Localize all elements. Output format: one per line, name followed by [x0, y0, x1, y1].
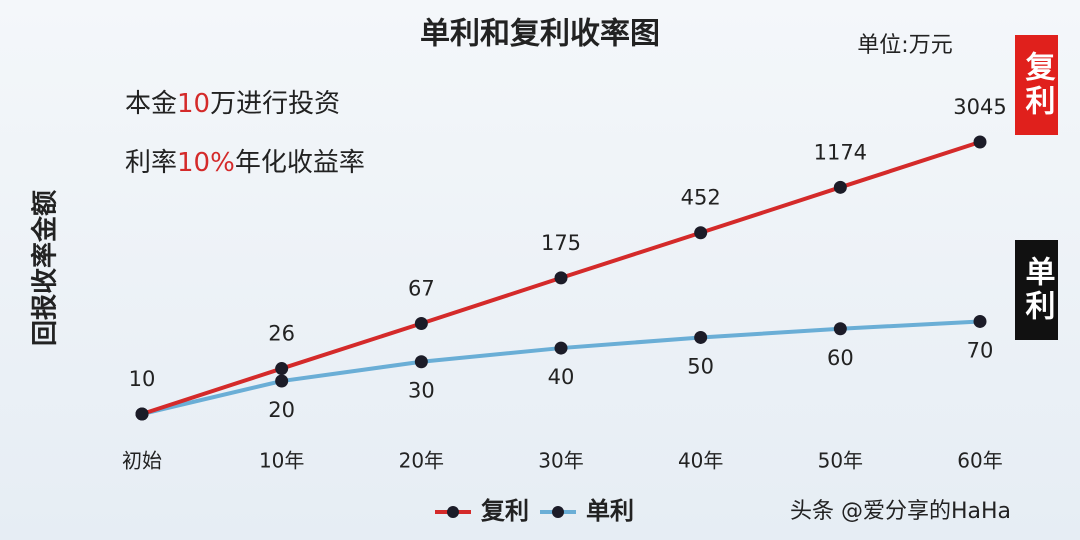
note-part: 10% [177, 148, 235, 178]
point [414, 355, 428, 369]
watermark: 头条 @爱分享的HaHa [790, 499, 1011, 524]
data-label: 60 [827, 346, 854, 370]
x-tick-label: 初始 [122, 449, 162, 473]
note-part: 万进行投资 [210, 89, 340, 119]
x-tick-label: 40年 [678, 449, 723, 473]
note-part: 10 [177, 89, 210, 119]
note-part: 利率 [125, 148, 177, 178]
point [275, 374, 289, 388]
note: 利率10%年化收益率 [125, 148, 365, 178]
legend-label: 单利 [586, 497, 634, 525]
data-label: 40 [548, 365, 575, 389]
side-label: 单利 [1020, 256, 1056, 324]
note-part: 本金 [125, 89, 177, 119]
point [694, 330, 708, 344]
note: 本金10万进行投资 [125, 89, 340, 119]
x-tick-label: 30年 [538, 449, 583, 473]
legend-marker [552, 506, 564, 518]
x-tick-label: 50年 [818, 449, 863, 473]
chart-title: 单利和复利收率图 [420, 17, 660, 52]
point [275, 362, 289, 376]
data-label: 452 [681, 186, 721, 210]
legend-label: 复利 [480, 497, 529, 525]
data-label: 26 [268, 322, 295, 346]
point [554, 271, 568, 285]
data-label: 67 [408, 277, 435, 301]
x-tick-label: 60年 [957, 449, 1002, 473]
point [694, 226, 708, 240]
legend-marker [447, 506, 459, 518]
point [973, 314, 987, 328]
point [135, 407, 149, 421]
data-label: 70 [967, 338, 994, 362]
unit-note: 单位:万元 [857, 33, 952, 58]
side-label-box [1015, 240, 1058, 340]
point [973, 135, 987, 149]
data-label: 10 [129, 367, 156, 391]
data-label: 1174 [814, 140, 867, 164]
point [833, 180, 847, 194]
note-part: 年化收益率 [235, 148, 365, 178]
data-label: 20 [268, 398, 295, 422]
x-tick-label: 10年 [259, 449, 304, 473]
point [414, 317, 428, 331]
point [833, 322, 847, 336]
data-label: 30 [408, 379, 435, 403]
data-label: 175 [541, 231, 581, 255]
y-axis-label: 回报收率金额 [30, 190, 61, 346]
point [554, 341, 568, 355]
data-label: 50 [687, 354, 714, 378]
side-label-box [1015, 35, 1058, 135]
data-label: 3045 [953, 95, 1006, 119]
side-label: 复利 [1020, 51, 1056, 119]
x-tick-label: 20年 [399, 449, 444, 473]
